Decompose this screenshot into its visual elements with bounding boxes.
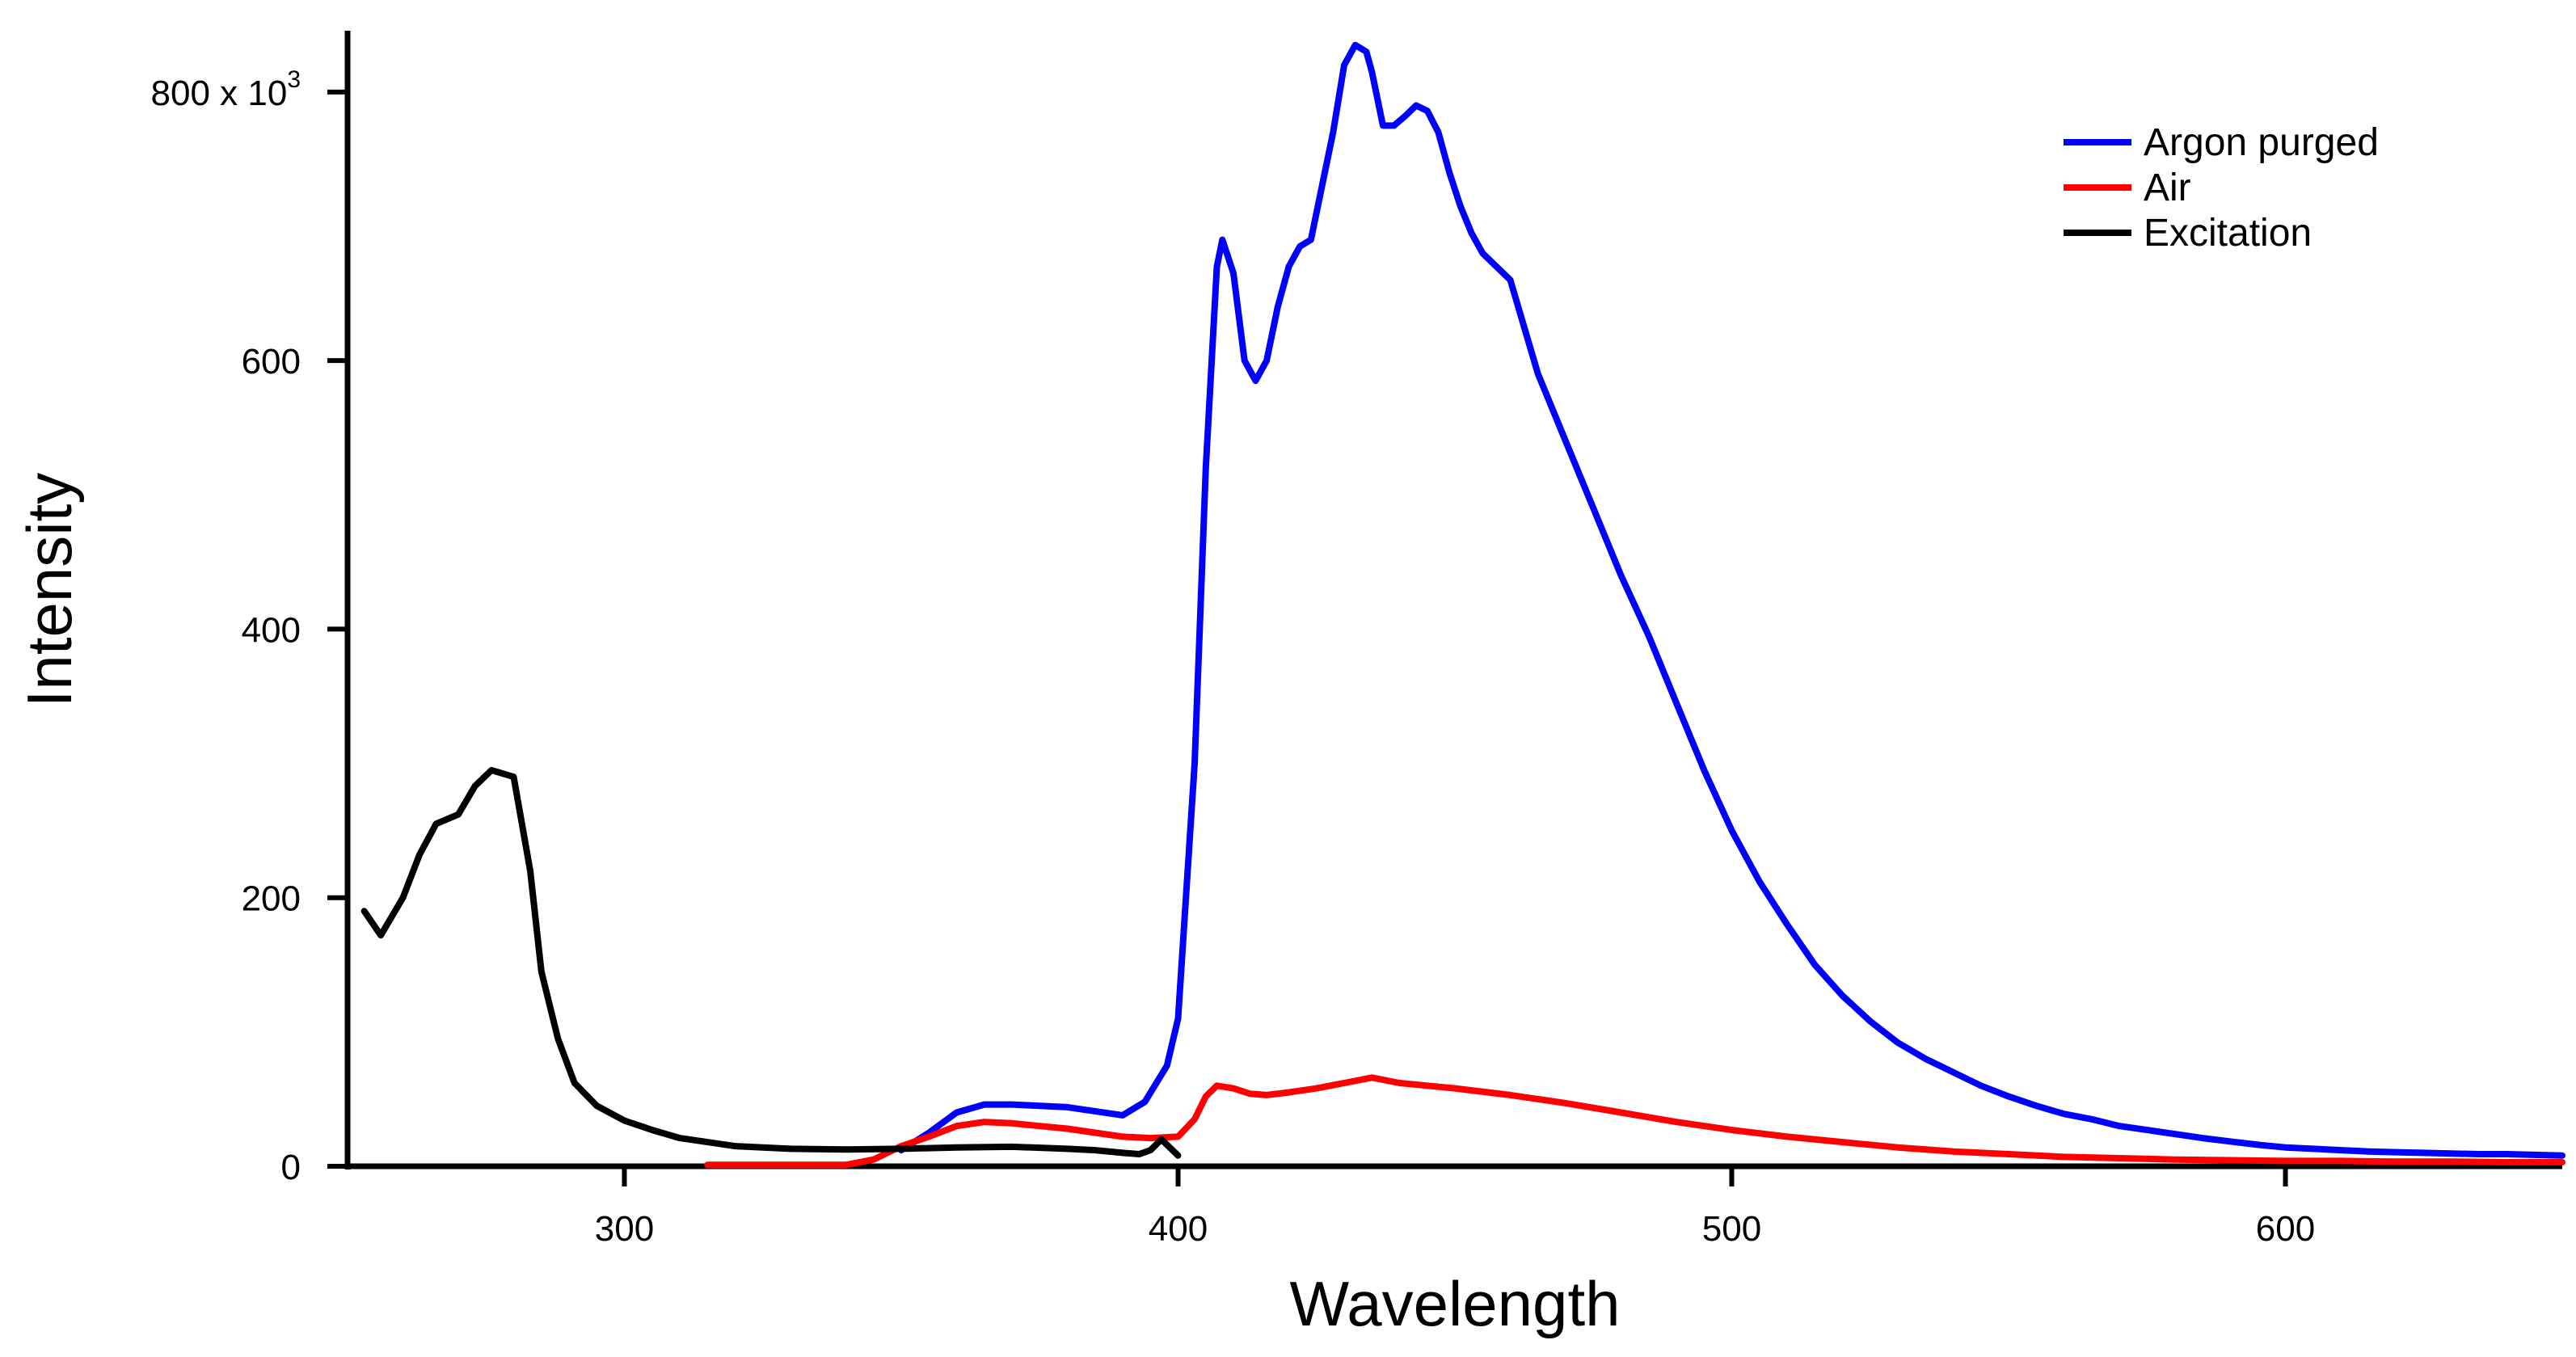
series-group (360, 41, 2565, 1169)
legend-label-argon-purged: Argon purged (2144, 121, 2379, 164)
y-tick-label: 600 (242, 342, 301, 381)
y-tick-label: 800 x 103 (151, 66, 301, 113)
y-axis-title: Intensity (14, 473, 85, 707)
y-tick-exponent: 3 (287, 66, 301, 93)
y-tick-label: 0 (281, 1148, 301, 1187)
y-tick-label: 200 (242, 879, 301, 919)
legend-label-excitation: Excitation (2144, 212, 2312, 255)
y-tick-label: 400 (242, 610, 301, 650)
series-line-air (704, 1074, 2565, 1169)
x-axis-ticks: 300 400 500 600 (595, 1166, 2315, 1249)
x-axis-title: Wavelength (1289, 1268, 1620, 1339)
series-line-excitation (360, 766, 1182, 1159)
legend-label-air: Air (2144, 166, 2191, 209)
x-tick-label: 300 (595, 1209, 654, 1249)
x-tick-label: 600 (2256, 1209, 2315, 1249)
legend: Argon purged Air Excitation (2064, 121, 2379, 255)
x-tick-label: 400 (1149, 1209, 1208, 1249)
y-axis-ticks: 0 200 400 600 800 x 103 (151, 66, 348, 1187)
x-tick-label: 500 (1702, 1209, 1761, 1249)
series-line-argon-purged (898, 41, 2565, 1159)
